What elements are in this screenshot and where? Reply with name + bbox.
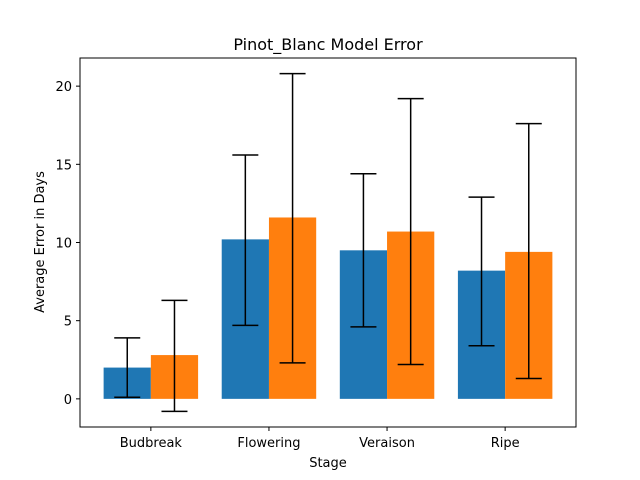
x-tick-label-veraison: Veraison	[359, 436, 415, 451]
x-tick-label-flowering: Flowering	[237, 436, 300, 451]
x-tick-label-budbreak: Budbreak	[120, 436, 183, 451]
y-tick-label: 20	[55, 80, 72, 95]
y-tick-label: 10	[55, 237, 72, 252]
chart-title: Pinot_Blanc Model Error	[233, 35, 423, 55]
x-tick-label-ripe: Ripe	[491, 436, 520, 451]
y-tick-label: 5	[64, 315, 72, 330]
x-axis-label: Stage	[309, 456, 347, 471]
y-tick-label: 0	[64, 393, 72, 408]
y-tick-label: 15	[55, 158, 72, 173]
plot-area: 0 5 10 15 20 Budbreak Flowering Veraison Ripe	[55, 57, 577, 451]
y-axis-label: Average Error in Days	[33, 171, 48, 313]
